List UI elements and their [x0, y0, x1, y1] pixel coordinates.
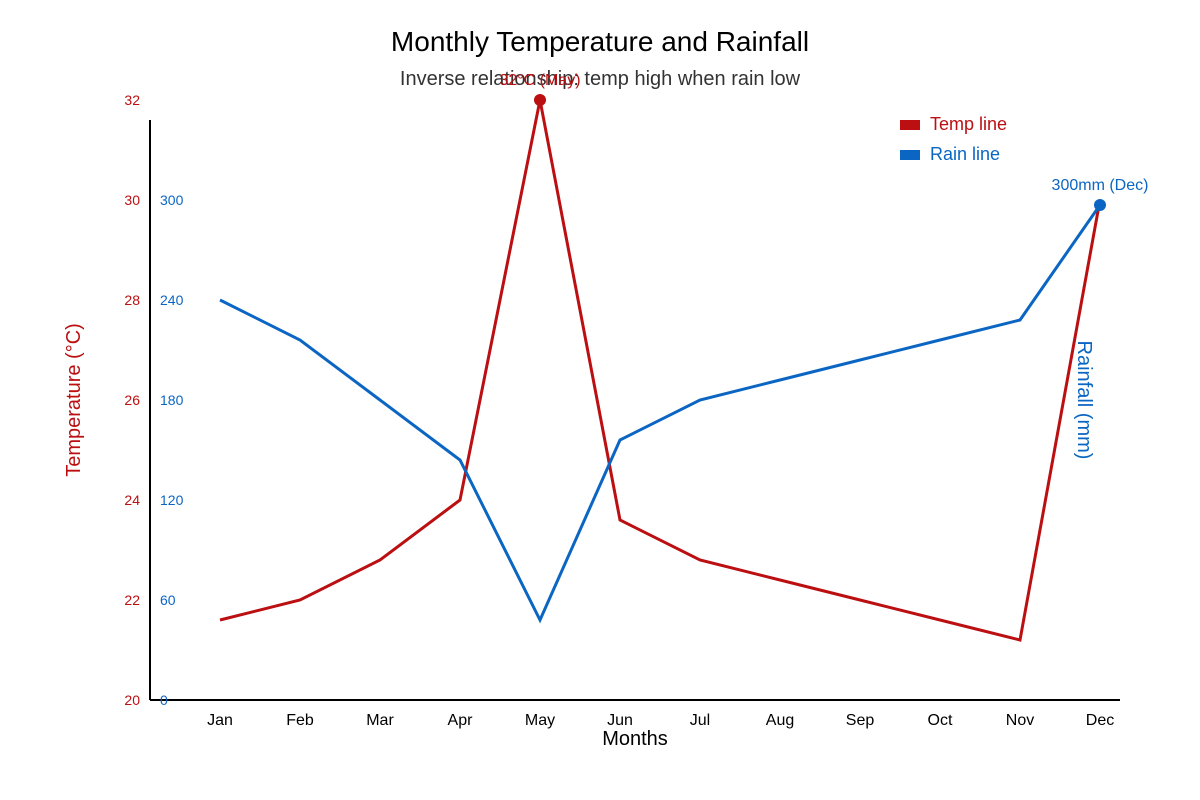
x-axis-title: Months [602, 728, 668, 750]
month-tick-label: Aug [766, 712, 794, 729]
temperature-tick-label: 30 [124, 192, 140, 208]
legend: Temp line Rain line [900, 114, 1007, 164]
legend-swatch-rain [900, 150, 920, 160]
y-axis-title-temperature: Temperature (°C) [63, 323, 85, 477]
y-axis-title-rainfall: Rainfall (mm) [1073, 341, 1095, 460]
series-layer [219, 99, 1102, 642]
rainfall-tick-label: 300 [160, 192, 184, 208]
month-tick-label: Mar [366, 712, 394, 729]
temperature-series-line [219, 99, 1102, 642]
rainfall-tick-label: 60 [160, 592, 176, 608]
rainfall-tick-label: 240 [160, 292, 184, 308]
chart-subtitle: Inverse relationship: temp high when rai… [400, 68, 801, 90]
annotation-marker [1094, 199, 1106, 211]
month-tick-label: Jun [607, 712, 633, 729]
temperature-tick-labels: 20 22 24 26 28 30 32 [124, 92, 140, 708]
temperature-tick-label: 32 [124, 92, 140, 108]
temperature-tick-label: 28 [124, 292, 140, 308]
month-tick-label: Jan [207, 712, 233, 729]
temperature-tick-label: 22 [124, 592, 140, 608]
rainfall-tick-label: 0 [160, 692, 168, 708]
annotation-layer: 32°C (May) 300mm (Dec) [499, 72, 1148, 211]
month-tick-label: Feb [286, 712, 314, 729]
legend-swatch-temp [900, 120, 920, 130]
rainfall-tick-label: 120 [160, 492, 184, 508]
rainfall-tick-labels: 0 60 120 180 240 300 [160, 192, 184, 708]
legend-label-temp: Temp line [930, 114, 1007, 134]
month-tick-label: Apr [448, 712, 474, 729]
annotation-marker [534, 94, 546, 106]
temperature-tick-label: 24 [124, 492, 140, 508]
month-tick-label: Sep [846, 712, 875, 729]
legend-label-rain: Rain line [930, 144, 1000, 164]
annotation-label: 300mm (Dec) [1052, 177, 1149, 194]
month-tick-label: Jul [690, 712, 710, 729]
rainfall-tick-label: 180 [160, 392, 184, 408]
month-tick-labels: Jan Feb Mar Apr May Jun Jul Aug Sep Oct Nov Dec [207, 712, 1114, 729]
temperature-tick-label: 26 [124, 392, 140, 408]
month-tick-label: May [525, 712, 555, 729]
month-tick-label: Nov [1006, 712, 1034, 729]
month-tick-label: Dec [1086, 712, 1114, 729]
month-tick-label: Oct [928, 712, 953, 729]
chart-title: Monthly Temperature and Rainfall [391, 26, 809, 57]
annotation-label: 32°C (May) [499, 72, 580, 89]
temperature-tick-label: 20 [124, 692, 140, 708]
rainfall-series-line [219, 204, 1102, 624]
